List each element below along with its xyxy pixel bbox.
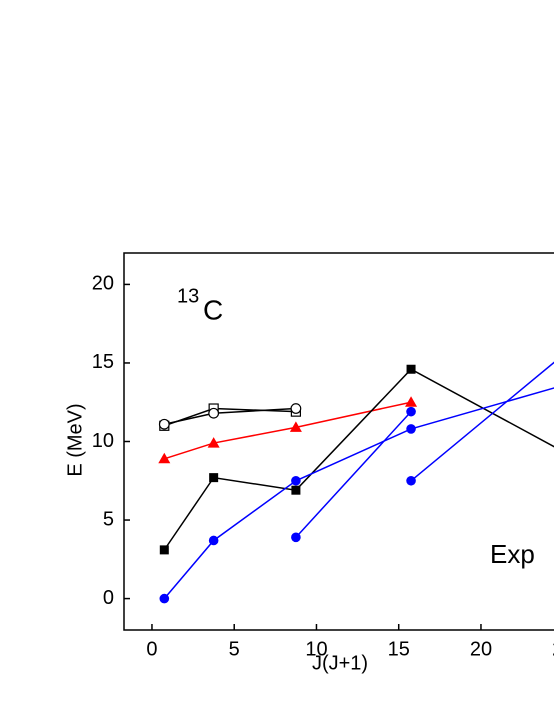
marker [406,406,416,417]
series-line [163,368,554,551]
marker [291,475,301,486]
marker [289,421,302,432]
nucleus-symbol: C [203,294,223,325]
marker [405,396,418,407]
marker [159,593,170,604]
marker [290,403,302,414]
y-tick-label: 0 [103,587,114,609]
y-tick-label: 10 [92,430,114,452]
marker [207,437,220,448]
series-line [164,407,296,427]
y-tick-label: 15 [92,351,114,373]
marker [209,473,219,483]
marker [208,407,220,419]
x-tick-label: 15 [388,638,410,660]
y-tick-label: 20 [92,273,114,295]
plot-frame [123,252,554,631]
plot-area [158,361,554,604]
series-line [295,411,412,538]
marker [159,545,169,555]
series-line [410,361,554,482]
nucleus-mass: 13 [177,285,199,307]
x-tick-label: 20 [470,638,492,660]
annotation: Exp [490,539,535,569]
x-tick-label: 25 [552,638,554,660]
y-axis-label: E (MeV) [64,403,86,476]
marker [406,424,416,434]
marker [158,418,170,430]
x-axis-label: J(J+1) [312,652,368,674]
marker [291,532,301,543]
y-tick-label: 5 [103,508,114,530]
marker [406,364,416,374]
x-tick-label: 10 [305,638,327,660]
marker [406,475,416,486]
marker [208,535,219,546]
x-tick-label: 5 [229,638,240,660]
marker [291,485,301,495]
series-line [164,401,412,460]
x-tick-label: 0 [146,638,157,660]
marker [158,452,171,464]
